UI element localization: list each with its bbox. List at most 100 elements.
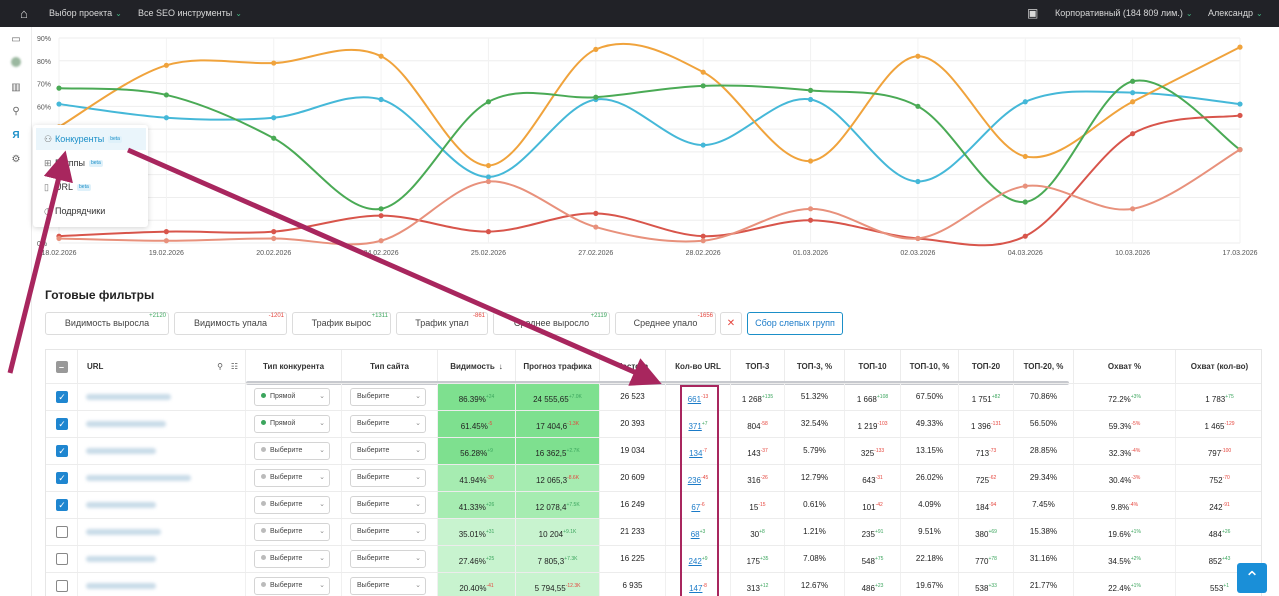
menu-item-url[interactable]: ▯ URL beta xyxy=(36,176,146,198)
competitors-analysis-icon[interactable]: Я xyxy=(12,130,20,141)
url-cell[interactable] xyxy=(78,519,246,545)
col-top10[interactable]: ТОП-10 xyxy=(845,350,901,383)
url-cell[interactable] xyxy=(78,411,246,437)
col-forecast[interactable]: Прогноз трафика xyxy=(516,350,600,383)
menu-item-contractors[interactable]: ◷ Подрядчики xyxy=(36,200,146,222)
blurred-url[interactable] xyxy=(86,583,156,589)
table-row[interactable]: ✓ Прямой ⌄ Выберите ⌄ 61.45%-5 17 404,6-1.3K 20… xyxy=(46,410,1261,437)
competitor-type-select[interactable]: Выберите ⌄ xyxy=(254,577,330,595)
url-cell[interactable] xyxy=(78,573,246,596)
menu-item-competitors[interactable]: ⚇ Конкуренты beta xyxy=(36,128,146,150)
plan-selector[interactable]: Корпоративный (184 809 лим.) ⌄ xyxy=(1055,0,1193,27)
url-cell[interactable] xyxy=(78,465,246,491)
url-cell[interactable] xyxy=(78,492,246,518)
blurred-url[interactable] xyxy=(86,556,156,562)
site-type-select[interactable]: Выберите ⌄ xyxy=(350,550,426,568)
col-top3[interactable]: ТОП-3 xyxy=(731,350,785,383)
row-checkbox[interactable] xyxy=(56,553,68,565)
row-checkbox[interactable]: ✓ xyxy=(56,418,68,430)
row-checkbox[interactable] xyxy=(56,580,68,592)
url-cell[interactable] xyxy=(78,546,246,572)
col-url-count[interactable]: Кол-во URL xyxy=(666,350,731,383)
site-type-select[interactable]: Выберите ⌄ xyxy=(350,388,426,406)
url-count-link[interactable]: 68 xyxy=(690,530,700,539)
table-row[interactable]: Выберите ⌄ Выберите ⌄ 27.46%+25 7 805,3+7.3K 1… xyxy=(46,545,1261,572)
site-type-select[interactable]: Выберите ⌄ xyxy=(350,469,426,487)
col-visibility[interactable]: Видимость ↓ xyxy=(438,350,516,383)
site-type-select[interactable]: Выберите ⌄ xyxy=(350,415,426,433)
project-avatar-icon[interactable] xyxy=(9,57,23,71)
url-count-link[interactable]: 242 xyxy=(688,557,702,566)
menu-item-groups[interactable]: ⊞ Группы beta xyxy=(36,152,146,174)
filter-visibility-down[interactable]: Видимость упала -1201 xyxy=(174,312,287,335)
home-icon[interactable]: ⌂ xyxy=(20,6,28,21)
clear-filters-icon[interactable]: ✕ xyxy=(720,312,742,335)
url-count-link[interactable]: 134 xyxy=(689,449,703,458)
col-frequency[interactable]: Частота xyxy=(600,350,666,383)
blind-groups-button[interactable]: Сбор слепых групп xyxy=(747,312,843,335)
table-row[interactable]: ✓ Выберите ⌄ Выберите ⌄ 41.33%+26 12 078,4+7.5… xyxy=(46,491,1261,518)
competitor-type-select[interactable]: Прямой ⌄ xyxy=(254,388,330,406)
filter-average-up[interactable]: Среднее выросло +2119 xyxy=(493,312,610,335)
blurred-url[interactable] xyxy=(86,529,161,535)
url-cell[interactable] xyxy=(78,384,246,410)
filter-average-down[interactable]: Среднее упало -1656 xyxy=(615,312,716,335)
table-row[interactable]: ✓ Прямой ⌄ Выберите ⌄ 86.39%+24 24 555,65+7.0K… xyxy=(46,383,1261,410)
site-type-select[interactable]: Выберите ⌄ xyxy=(350,577,426,595)
blurred-url[interactable] xyxy=(86,502,156,508)
row-checkbox[interactable]: ✓ xyxy=(56,499,68,511)
competitor-type-select[interactable]: Выберите ⌄ xyxy=(254,496,330,514)
chat-icon[interactable]: ▣ xyxy=(1027,6,1039,20)
user-menu[interactable]: Александр ⌄ xyxy=(1208,0,1263,27)
settings-sliders-icon[interactable]: ⚙ xyxy=(11,154,21,165)
briefcase-icon[interactable]: ▭ xyxy=(11,34,21,45)
blurred-url[interactable] xyxy=(86,421,166,427)
url-count-link[interactable]: 67 xyxy=(691,503,701,512)
filter-visibility-up[interactable]: Видимость выросла +2120 xyxy=(45,312,169,335)
col-competitor-type[interactable]: Тип конкурента xyxy=(246,350,342,383)
blurred-url[interactable] xyxy=(86,475,191,481)
col-site-type[interactable]: Тип сайта xyxy=(342,350,438,383)
blurred-url[interactable] xyxy=(86,448,156,454)
blurred-url[interactable] xyxy=(86,394,171,400)
chart-icon[interactable]: ▥ xyxy=(11,82,21,93)
site-type-select[interactable]: Выберите ⌄ xyxy=(350,496,426,514)
seo-tools-menu[interactable]: Все SEO инструменты ⌄ xyxy=(138,0,242,27)
search-icon[interactable]: ⚲ xyxy=(217,361,223,371)
table-row[interactable]: ✓ Выберите ⌄ Выберите ⌄ 56.28%+9 16 362,5+2.7K… xyxy=(46,437,1261,464)
url-count-link[interactable]: 371 xyxy=(688,422,702,431)
competitor-type-select[interactable]: Выберите ⌄ xyxy=(254,523,330,541)
table-row[interactable]: Выберите ⌄ Выберите ⌄ 20.40%-41 5 794,55-12.3… xyxy=(46,572,1261,596)
url-count-link[interactable]: 147 xyxy=(689,584,703,593)
table-row[interactable]: Выберите ⌄ Выберите ⌄ 35.01%+31 10 204+9.1K 21… xyxy=(46,518,1261,545)
wrench-icon[interactable]: ⚲ xyxy=(12,106,20,117)
url-count-link[interactable]: 236 xyxy=(687,476,702,485)
col-reach-count[interactable]: Охват (кол-во) xyxy=(1190,361,1249,371)
select-all-checkbox[interactable]: – xyxy=(46,350,78,383)
col-top3-pct[interactable]: ТОП-3, % xyxy=(785,350,845,383)
col-url[interactable]: URL ⚲ ☷ xyxy=(78,350,246,383)
url-count-link[interactable]: 661 xyxy=(687,395,702,404)
url-cell[interactable] xyxy=(78,438,246,464)
row-checkbox[interactable]: ✓ xyxy=(56,391,68,403)
competitor-type-select[interactable]: Выберите ⌄ xyxy=(254,469,330,487)
scroll-up-button[interactable]: ⌃ xyxy=(1237,563,1267,593)
sort-down-icon[interactable]: ↓ xyxy=(498,361,503,371)
row-checkbox[interactable] xyxy=(56,526,68,538)
project-selector[interactable]: Выбор проекта ⌄ xyxy=(49,0,122,27)
competitor-type-select[interactable]: Выберите ⌄ xyxy=(254,550,330,568)
site-type-select[interactable]: Выберите ⌄ xyxy=(350,523,426,541)
col-top20[interactable]: ТОП-20 xyxy=(959,350,1014,383)
filter-traffic-down[interactable]: Трафик упал -861 xyxy=(396,312,488,335)
settings-icon[interactable]: ☷ xyxy=(230,361,238,371)
filter-traffic-up[interactable]: Трафик вырос +1311 xyxy=(292,312,391,335)
col-top10-pct[interactable]: ТОП-10, % xyxy=(901,350,959,383)
table-row[interactable]: ✓ Выберите ⌄ Выберите ⌄ 41.94%-30 12 065,3-8.6… xyxy=(46,464,1261,491)
row-checkbox[interactable]: ✓ xyxy=(56,445,68,457)
col-top20-pct[interactable]: ТОП-20, % xyxy=(1014,350,1074,383)
row-checkbox[interactable]: ✓ xyxy=(56,472,68,484)
competitor-type-select[interactable]: Прямой ⌄ xyxy=(254,415,330,433)
site-type-select[interactable]: Выберите ⌄ xyxy=(350,442,426,460)
competitor-type-select[interactable]: Выберите ⌄ xyxy=(254,442,330,460)
col-reach-pct[interactable]: Охват % xyxy=(1074,350,1176,383)
